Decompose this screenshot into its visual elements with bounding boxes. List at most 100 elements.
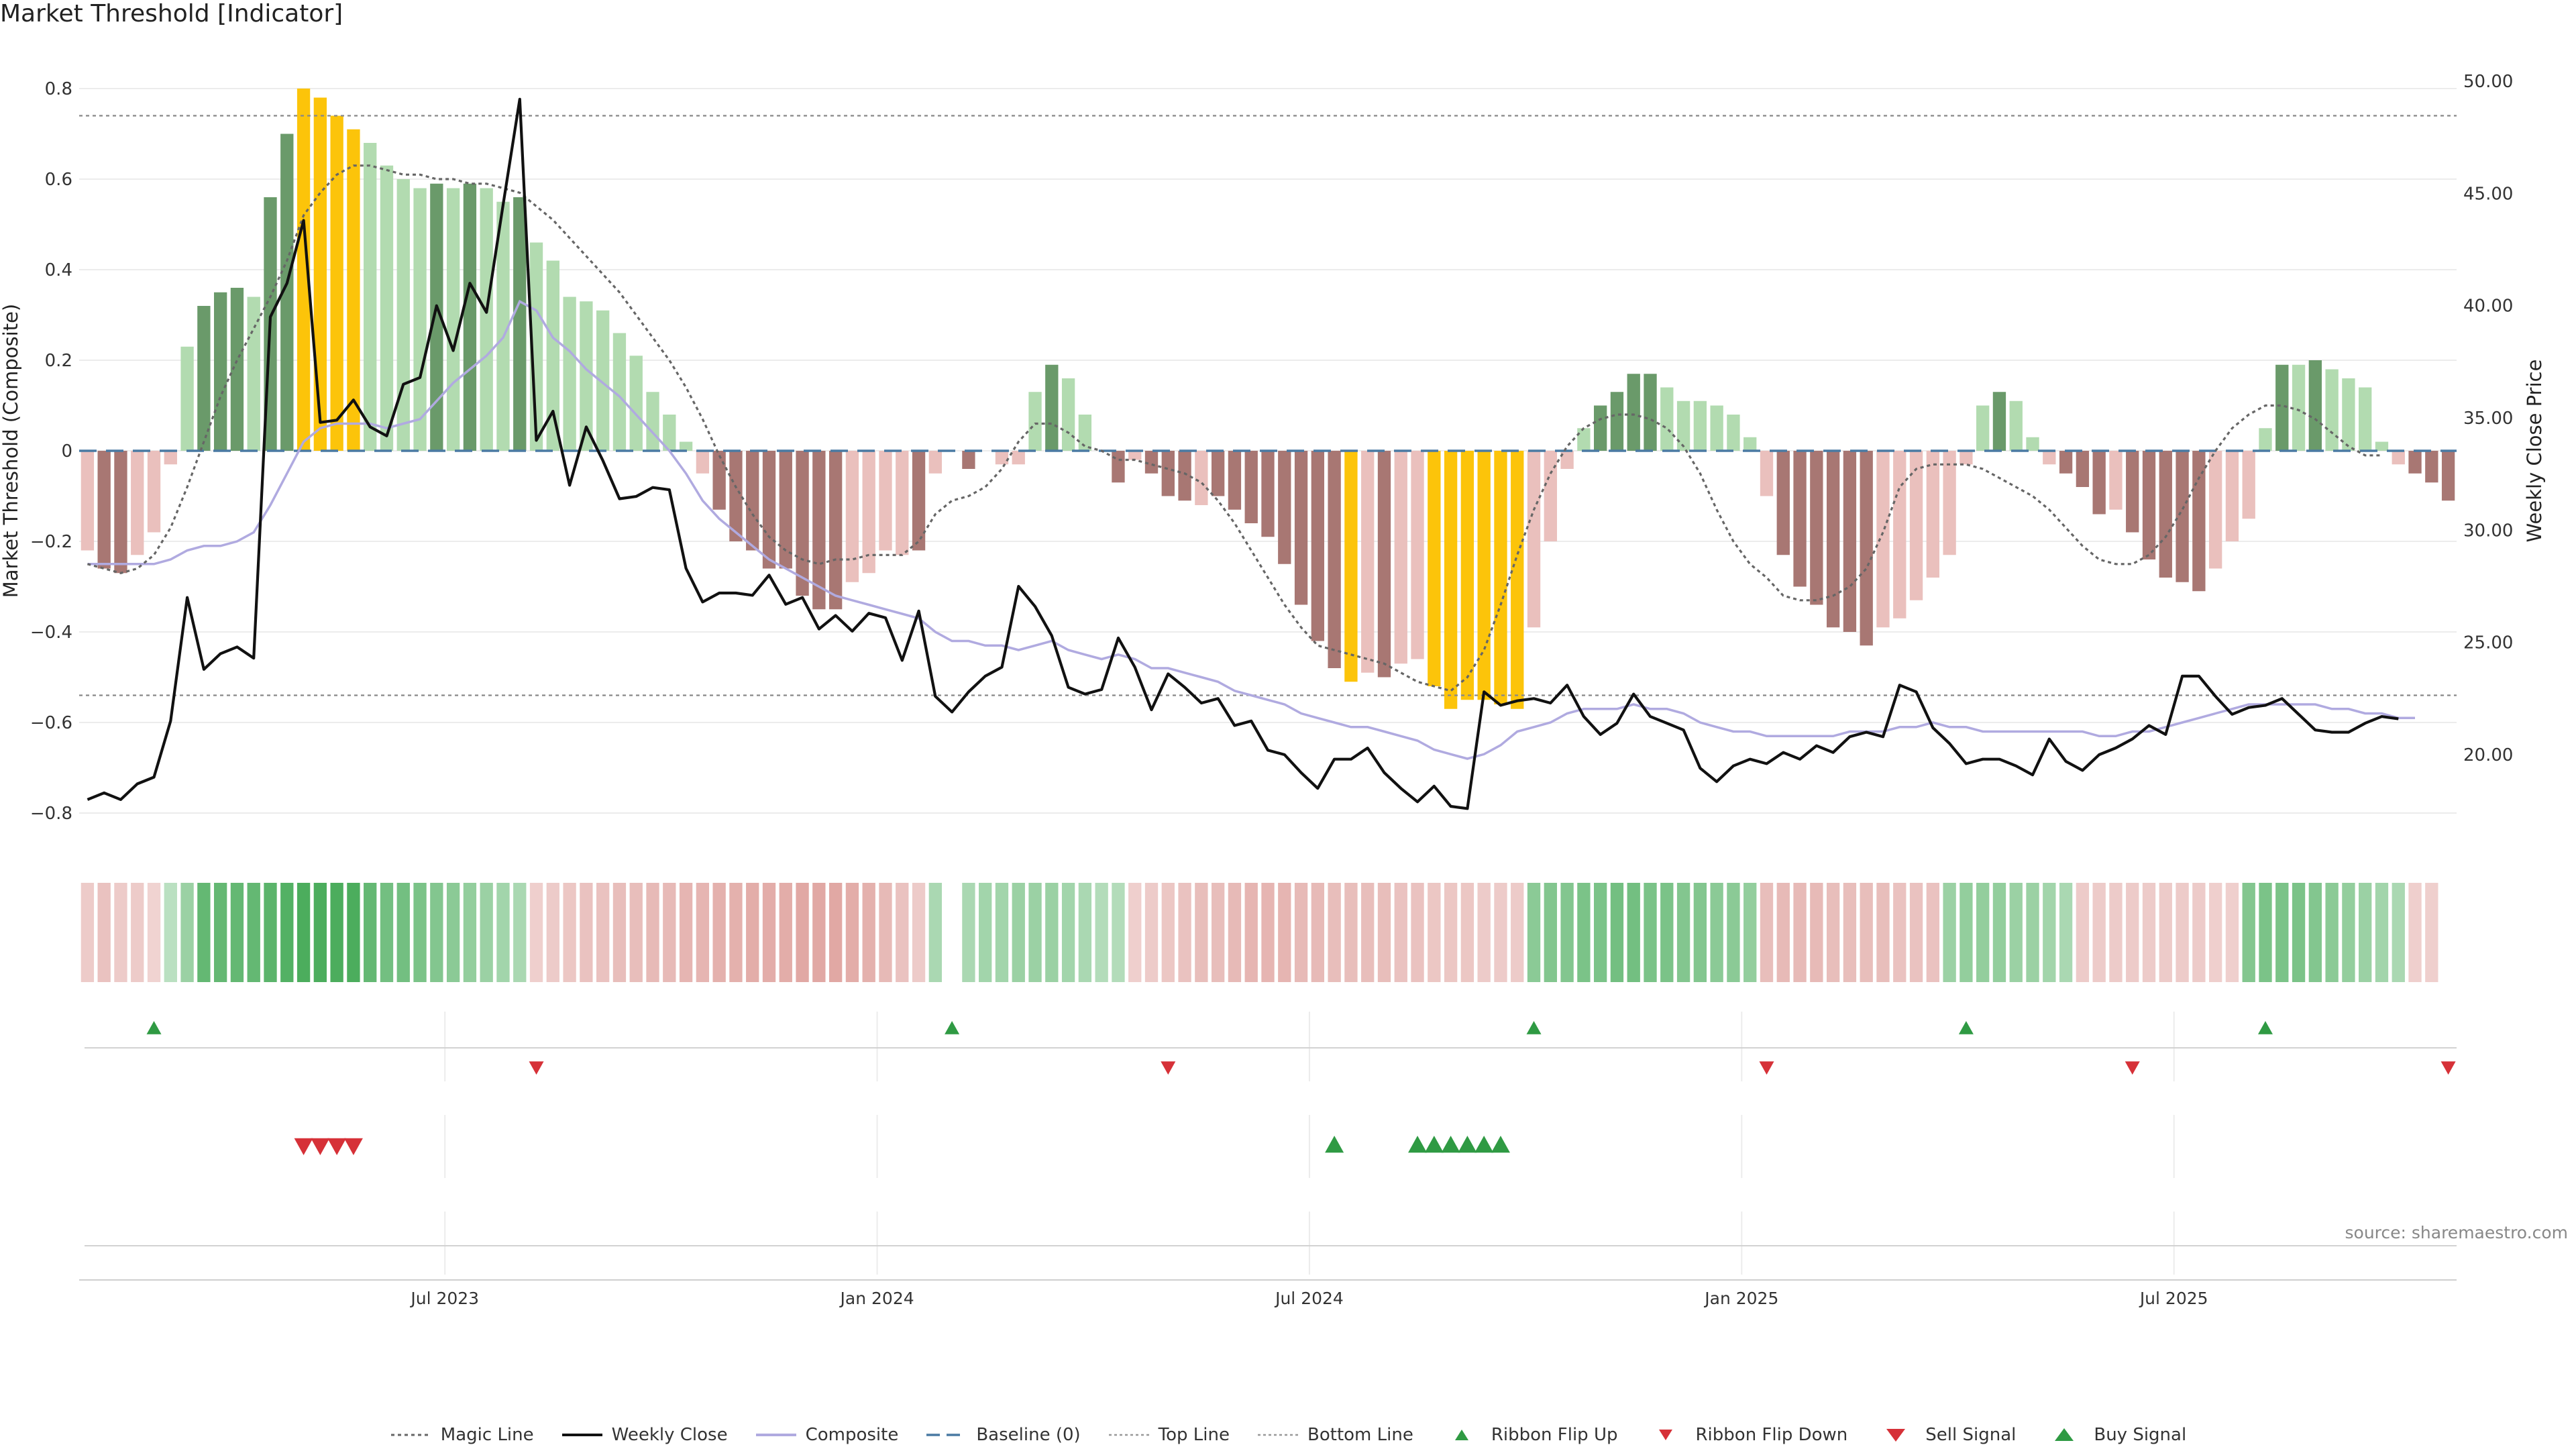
ribbon-cell	[1843, 883, 1857, 982]
ribbon-cell	[347, 883, 360, 982]
ribbon-cell	[280, 883, 294, 982]
weekly-close-line	[87, 97, 2399, 810]
composite-bar	[1045, 364, 1059, 451]
ribbon-cell	[2359, 883, 2372, 982]
composite-bar	[1527, 451, 1541, 628]
ribbon-cell	[1028, 883, 1042, 982]
composite-bar	[1394, 451, 1407, 664]
left-tick-label: −0.4	[30, 623, 72, 643]
ribbon-cell	[812, 883, 826, 982]
magic-line	[87, 164, 2382, 692]
ribbon-cell	[147, 883, 161, 982]
composite-bar	[1261, 451, 1275, 537]
ribbon-cell	[2176, 883, 2189, 982]
ribbon-cell	[2375, 883, 2389, 982]
composite-bar	[796, 451, 809, 596]
composite-bar	[995, 451, 1009, 465]
ribbon-cell	[80, 883, 95, 982]
ribbon-cell	[1361, 883, 1375, 982]
legend-label: Magic Line	[440, 1425, 534, 1445]
ribbon-flip-down-marker	[1759, 1061, 1774, 1075]
legend-item: Magic Line	[390, 1425, 534, 1445]
buy-signal-marker	[1325, 1136, 1344, 1153]
composite-bar	[1112, 451, 1125, 483]
legend-label: Buy Signal	[2094, 1425, 2187, 1445]
composite-bar	[1294, 451, 1308, 605]
legend-label: Ribbon Flip Up	[1491, 1425, 1618, 1445]
ribbon-cell	[230, 883, 244, 982]
left-tick-label: −0.2	[30, 532, 72, 552]
buy-signal-marker	[1491, 1136, 1510, 1153]
composite-bar	[1477, 451, 1491, 700]
ribbon-flip-up-marker	[2257, 1021, 2273, 1034]
buy-signal-marker	[1408, 1136, 1428, 1153]
legend-label: Top Line	[1158, 1425, 1230, 1445]
right-tick-label: 20.00	[2463, 745, 2513, 765]
composite-bar	[580, 301, 593, 451]
composite-bar	[563, 297, 576, 451]
ribbon-cell	[313, 883, 327, 982]
composite-bar	[1344, 451, 1358, 682]
composite-bar	[1627, 374, 1640, 451]
ribbon-cell	[2159, 883, 2172, 982]
composite-bar	[2225, 451, 2239, 541]
composite-bar	[180, 346, 194, 451]
ribbon-cell	[1477, 883, 1491, 982]
ribbon-cell	[1909, 883, 1923, 982]
ribbon-cell	[1178, 883, 1191, 982]
buy-signal-marker	[1424, 1136, 1444, 1153]
legend-label: Bottom Line	[1307, 1425, 1413, 1445]
composite-bar	[1377, 451, 1391, 678]
legend-item: Sell Signal	[1874, 1425, 2016, 1445]
composite-bar	[2159, 451, 2172, 578]
ribbon-cell	[2242, 883, 2255, 982]
ribbon-cell	[546, 883, 559, 982]
ribbon-cell	[1328, 883, 1341, 982]
composite-bar	[2292, 364, 2306, 451]
ribbon-cell	[879, 883, 892, 982]
ribbon-cell	[446, 883, 460, 982]
ribbon-cell	[2142, 883, 2156, 982]
composite-bar	[1926, 451, 1939, 578]
composite-bar	[2359, 387, 2372, 451]
ribbon-cell	[297, 883, 311, 982]
ribbon-cell	[2259, 883, 2272, 982]
ribbon-cell	[1644, 883, 1657, 982]
composite-bar	[347, 129, 360, 451]
buy-signal-marker	[1441, 1136, 1460, 1153]
ribbon-cell	[1095, 883, 1108, 982]
composite-bar	[1693, 400, 1707, 451]
composite-bar	[1244, 451, 1258, 523]
ribbon-cell	[1012, 883, 1025, 982]
right-tick-label: 30.00	[2463, 521, 2513, 541]
composite-bar	[828, 451, 843, 610]
ribbon-cell	[114, 883, 127, 982]
ribbon-cell	[396, 883, 410, 982]
ribbon-flip-down-marker	[529, 1061, 544, 1075]
ribbon-cell	[1960, 883, 1973, 982]
ribbon-cell	[1061, 883, 1075, 982]
ribbon-cell	[2092, 883, 2106, 982]
ribbon-cell	[1428, 883, 1441, 982]
composite-bar	[1710, 405, 1723, 451]
triangle-up-large-icon	[2055, 1428, 2074, 1441]
buy-signal-marker	[1474, 1136, 1494, 1153]
composite-bar	[2076, 451, 2090, 487]
composite-bar	[879, 451, 892, 551]
ribbon-cell	[1444, 883, 1458, 982]
ribbon-cell	[413, 883, 427, 982]
legend-item: Baseline (0)	[925, 1425, 1081, 1445]
composite-bar	[213, 292, 227, 451]
dotted-line-icon	[390, 1434, 431, 1436]
ribbon-cell	[663, 883, 676, 982]
composite-bar	[280, 133, 294, 451]
sell-signal-marker	[343, 1138, 363, 1155]
ribbon-cell	[1045, 883, 1059, 982]
composite-bar	[1644, 374, 1657, 451]
ribbon-cell	[1810, 883, 1823, 982]
composite-bar	[1460, 451, 1474, 700]
ribbon-cell	[513, 883, 527, 982]
ribbon-cell	[1776, 883, 1790, 982]
right-axis-label: Weekly Close Price	[2523, 360, 2546, 543]
buy-signal-marker	[1458, 1136, 1477, 1153]
